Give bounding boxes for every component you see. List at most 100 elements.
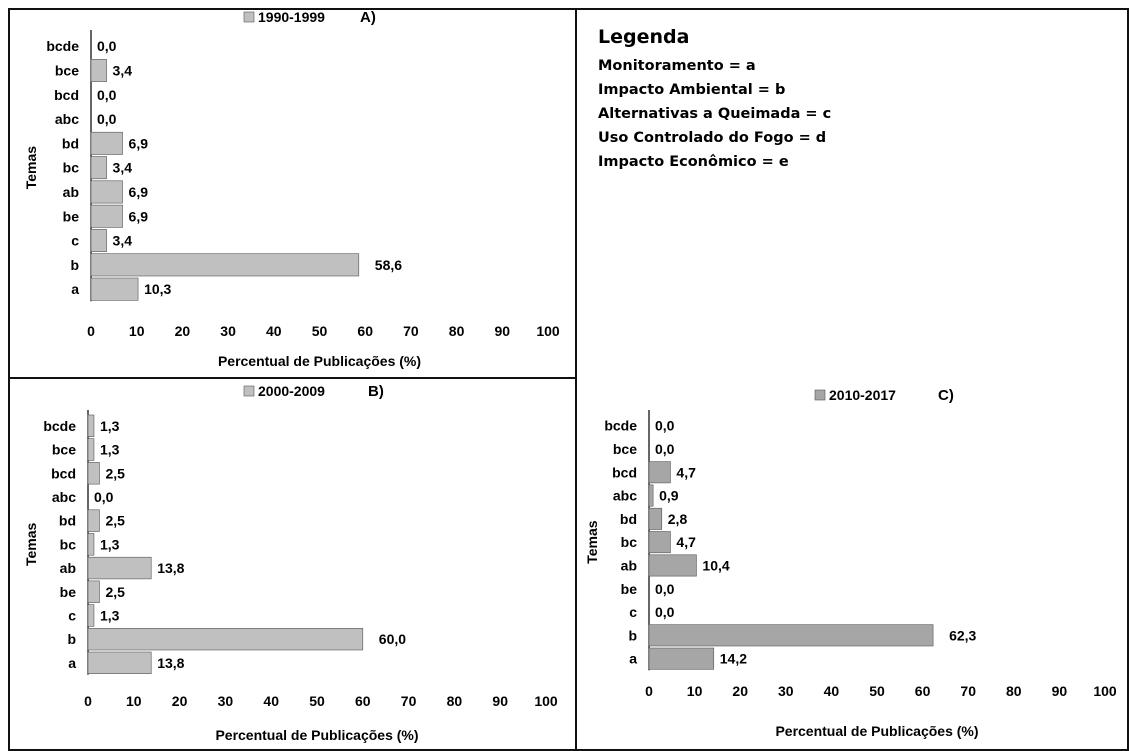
category-label-bce: bce [55, 62, 79, 78]
category-label-bd: bd [59, 513, 76, 529]
category-label-bd: bd [62, 135, 79, 151]
category-label-c: c [68, 607, 76, 623]
value-label-bcd: 2,5 [105, 465, 125, 481]
bar-ab [90, 180, 123, 204]
x-tick-label: 80 [447, 693, 463, 709]
x-tick-label: 100 [536, 323, 560, 339]
x-tick-label: 90 [495, 323, 511, 339]
series-legend-swatch [814, 389, 826, 401]
value-label-bd: 2,5 [105, 513, 125, 529]
value-label-ab: 6,9 [129, 184, 149, 200]
x-tick-label: 50 [869, 683, 885, 699]
value-label-ab: 13,8 [157, 560, 184, 576]
category-label-bc: bc [63, 160, 80, 176]
value-label-bc: 3,4 [113, 160, 133, 176]
category-label-ab: ab [60, 560, 76, 576]
value-label-abc: 0,0 [94, 489, 114, 505]
x-tick-label: 80 [449, 323, 465, 339]
legend-item-impacto-economico: Impacto Econômico = e [598, 154, 789, 170]
category-label-bce: bce [613, 441, 637, 457]
x-tick-label: 40 [263, 693, 279, 709]
legend-item-alternativas: Alternativas a Queimada = c [598, 106, 832, 122]
category-label-be: be [63, 208, 80, 224]
value-label-ab: 10,4 [702, 557, 729, 573]
bar-bcd [648, 461, 671, 484]
value-label-c: 1,3 [100, 607, 120, 623]
category-label-bcd: bcd [54, 87, 79, 103]
x-tick-label: 0 [87, 323, 95, 339]
value-label-bcd: 4,7 [676, 464, 696, 480]
legend: Legenda Monitoramento = a Impacto Ambien… [598, 26, 1098, 174]
x-axis-label: Percentual de Publicações (%) [215, 727, 418, 743]
bar-a [87, 651, 152, 675]
category-label-be: be [621, 581, 638, 597]
bar-bce [90, 58, 107, 82]
bar-b [648, 624, 934, 647]
category-label-a: a [71, 281, 79, 297]
value-label-bc: 4,7 [676, 534, 696, 550]
value-label-bcde: 1,3 [100, 418, 120, 434]
category-label-b: b [67, 631, 76, 647]
value-label-bd: 2,8 [668, 511, 688, 527]
bar-bd [648, 507, 663, 530]
bar-bcd [87, 462, 100, 485]
x-tick-label: 10 [687, 683, 703, 699]
series-legend-label: 1990-1999 [258, 9, 325, 25]
x-tick-label: 30 [220, 323, 236, 339]
bar-bce [87, 438, 95, 461]
value-label-a: 10,3 [144, 281, 171, 297]
x-tick-label: 80 [1006, 683, 1022, 699]
category-label-bce: bce [52, 442, 76, 458]
x-tick-label: 40 [824, 683, 840, 699]
value-label-bce: 1,3 [100, 442, 120, 458]
value-label-be: 2,5 [105, 584, 125, 600]
bar-b [87, 627, 364, 651]
legend-item-uso-controlado: Uso Controlado do Fogo = d [598, 130, 827, 146]
x-tick-label: 20 [732, 683, 748, 699]
series-legend-label: 2010-2017 [829, 387, 896, 403]
category-label-bc: bc [60, 536, 77, 552]
value-label-be: 6,9 [129, 208, 149, 224]
value-label-b: 62,3 [949, 627, 976, 643]
value-label-be: 0,0 [655, 581, 675, 597]
category-label-bcd: bcd [612, 464, 637, 480]
y-axis-label: Temas [23, 146, 39, 190]
category-label-a: a [68, 655, 76, 671]
category-label-bcde: bcde [43, 418, 76, 434]
value-label-c: 3,4 [113, 233, 133, 249]
series-legend-label: 2000-2009 [258, 383, 325, 399]
bar-c [87, 604, 95, 627]
bar-bc [648, 531, 671, 554]
category-label-bd: bd [620, 511, 637, 527]
x-tick-label: 10 [129, 323, 145, 339]
bar-bc [87, 533, 95, 556]
x-tick-label: 0 [84, 693, 92, 709]
value-label-a: 14,2 [720, 651, 747, 667]
value-label-c: 0,0 [655, 604, 675, 620]
x-tick-label: 40 [266, 323, 282, 339]
legend-item-monitoramento: Monitoramento = a [598, 58, 756, 74]
bar-c [90, 229, 107, 252]
category-label-b: b [70, 257, 79, 273]
value-label-bce: 0,0 [655, 441, 675, 457]
value-label-b: 60,0 [379, 631, 406, 647]
bar-bc [90, 156, 107, 180]
y-axis-label: Temas [584, 520, 600, 564]
value-label-bd: 6,9 [129, 135, 149, 151]
panel-letter: C) [938, 387, 954, 404]
value-label-abc: 0,9 [659, 488, 679, 504]
bar-ab [648, 554, 697, 577]
x-tick-label: 20 [172, 693, 188, 709]
value-label-bcd: 0,0 [97, 87, 117, 103]
category-label-a: a [629, 651, 637, 667]
bar-a [648, 647, 715, 670]
value-label-bc: 1,3 [100, 536, 120, 552]
category-label-bc: bc [621, 534, 638, 550]
x-tick-label: 90 [492, 693, 508, 709]
value-label-bce: 3,4 [113, 62, 133, 78]
x-tick-label: 70 [960, 683, 976, 699]
bar-bd [90, 131, 123, 155]
x-tick-label: 0 [645, 683, 653, 699]
bar-abc [648, 484, 654, 507]
